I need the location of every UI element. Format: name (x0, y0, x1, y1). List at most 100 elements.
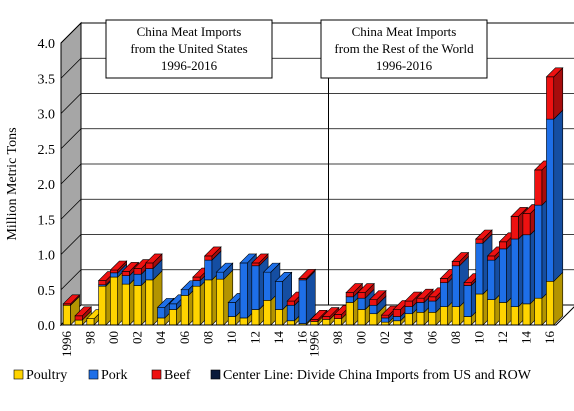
us-bar-beef-front (74, 315, 83, 321)
us-bar-top (239, 253, 258, 264)
panel-title-box (320, 19, 488, 79)
row-bar-top (545, 67, 564, 78)
row-bar-pork-front (487, 259, 496, 300)
row-bar-top (416, 288, 434, 299)
row-bar-beef-front (416, 297, 425, 303)
x-tick-label: 1996 (306, 331, 321, 358)
row-bar-beef-front (310, 319, 319, 322)
row-bar-beef-front (334, 314, 342, 319)
us-bar-pork-front (286, 304, 295, 322)
row-bar-poultry-front (345, 302, 354, 326)
row-bar-pork-front (416, 302, 425, 313)
legend-swatch-poultry (13, 369, 24, 380)
row-bar-pork-front (345, 296, 354, 303)
row-bar-pork-front (357, 297, 366, 310)
y-tick-label: 0.0 (38, 319, 56, 334)
row-bar-pork-front (404, 306, 413, 315)
us-bar-pork-front (251, 265, 260, 310)
row-bar-top (345, 283, 364, 293)
panel-title-line: 1996-2016 (376, 58, 433, 73)
us-bar-pork-front (121, 275, 130, 285)
panel-title-line: from the United States (130, 41, 247, 56)
row-bar-poultry-front (440, 306, 448, 326)
row-bar-poultry-front (522, 303, 531, 326)
us-bar-top (215, 262, 234, 273)
us-bar-poultry-front (133, 285, 142, 326)
row-bar-beef-front (345, 292, 354, 298)
y-tick-label: 2.5 (38, 143, 56, 158)
panel-title-line: China Meat Imports (352, 24, 457, 39)
x-tick-label: 00 (106, 331, 121, 344)
us-bar-poultry-front (169, 309, 177, 326)
us-bar-beef-front (145, 262, 154, 269)
row-bar-beef-front (381, 314, 390, 319)
row-bar-top (475, 229, 493, 240)
row-bar-pork-front (499, 248, 507, 303)
row-bar-pork-front (369, 304, 378, 315)
legend-label-beef: Beef (164, 368, 191, 383)
us-bar-pork-front (169, 303, 177, 310)
row-bar-beef-front (499, 241, 507, 250)
us-bar-poultry-front (157, 317, 166, 326)
gridline (60, 198, 574, 220)
us-bar-pork-front (110, 272, 118, 278)
us-bar-top (298, 269, 316, 279)
us-bar-pork-front (180, 289, 189, 296)
x-tick-label: 14 (519, 331, 534, 345)
us-bar-poultry-front (180, 295, 189, 326)
row-bar-top (357, 283, 375, 293)
row-bar-top (310, 310, 328, 320)
row-bar-beef-front (534, 169, 543, 206)
gridline (60, 269, 574, 291)
row-bar-beef-front (440, 278, 448, 284)
legend-label-center: Center Line: Divide China Imports from U… (223, 368, 532, 383)
row-bar-poultry-front (334, 318, 342, 326)
row-bar-poultry-front (475, 293, 484, 326)
x-tick-label: 16 (295, 331, 310, 345)
y-tick-label: 0.5 (38, 284, 56, 299)
row-bar-poultry-front (357, 309, 366, 326)
us-bar-pork-front (133, 273, 142, 286)
row-bar-poultry-front (510, 306, 519, 326)
row-bar-poultry-front (463, 316, 472, 326)
row-bar-poultry-front (499, 302, 507, 326)
us-bar-poultry-front (74, 319, 83, 326)
row-bar-beef-front (369, 299, 378, 306)
us-bar-beef-front (192, 276, 201, 281)
us-bar-pork-front (239, 262, 248, 319)
legend-swatch-center (210, 369, 221, 380)
panel-title-line: 1996-2016 (161, 58, 218, 73)
us-bar-top (156, 298, 175, 308)
legend-swatch-beef (151, 369, 162, 380)
us-bar-top (109, 260, 128, 271)
row-bar-beef-front (475, 238, 484, 244)
us-bar-poultry-front (110, 276, 118, 326)
row-bar-top (368, 290, 387, 300)
legend-swatch-pork (88, 369, 99, 380)
row-bar-poultry-front (487, 299, 496, 326)
us-bar-poultry-front (204, 279, 213, 326)
us-bar-poultry-front (145, 279, 154, 326)
us-bar-beef-front (121, 271, 130, 276)
us-bar-pork-front (145, 268, 154, 281)
us-bar-poultry-front (239, 317, 248, 326)
row-bar-pork-front (546, 118, 555, 282)
row-bar-beef-front (357, 292, 366, 299)
x-tick-label: 10 (224, 331, 239, 344)
us-bar-poultry-front (86, 318, 95, 326)
row-bar-beef-front (392, 309, 401, 317)
y-tick-label: 2.0 (38, 178, 56, 193)
us-bar-beef-front (110, 269, 118, 274)
legend-label-poultry: Poultry (26, 368, 67, 383)
x-tick-label: 00 (354, 331, 369, 344)
row-bar-beef-front (463, 282, 472, 286)
us-bar-poultry-front (62, 304, 71, 326)
x-tick-label: 10 (471, 331, 486, 344)
row-bar-pork-front (534, 204, 543, 299)
row-bar-poultry-front (392, 320, 401, 326)
x-tick-label: 14 (271, 331, 286, 345)
gridline (60, 93, 574, 114)
us-bar-pork-front (216, 271, 225, 280)
us-bar-top (274, 271, 293, 282)
